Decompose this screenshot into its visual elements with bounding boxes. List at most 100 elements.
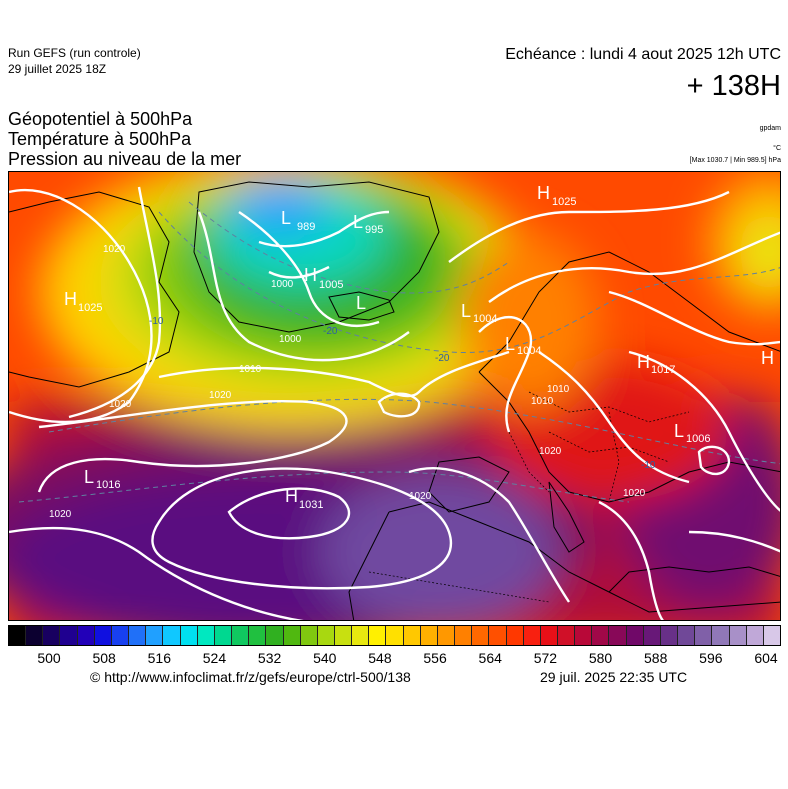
colorbar-cell <box>249 626 267 645</box>
lead-time: + 138H <box>686 70 781 102</box>
colorbar-cell <box>437 626 456 645</box>
svg-text:L: L <box>84 467 94 487</box>
colorbar-cell <box>352 626 370 645</box>
colorbar-cell <box>660 626 679 645</box>
colorbar-cell <box>746 626 764 645</box>
unit-temperature: °C <box>773 145 781 152</box>
colorbar-cell <box>214 626 233 645</box>
isobars <box>9 186 780 620</box>
svg-text:1004: 1004 <box>473 313 497 325</box>
colorbar-cell <box>77 626 95 645</box>
param-geopotential: Géopotentiel à 500hPa <box>8 109 193 129</box>
colorbar-tick-label: 508 <box>92 650 116 666</box>
colorbar-cell <box>283 626 301 645</box>
colorbar-cell <box>763 626 781 645</box>
svg-text:H: H <box>285 486 298 506</box>
svg-text:H: H <box>304 265 317 285</box>
colorbar-cell <box>232 626 250 645</box>
isobar-label-group: 1020 1020 1000 1000 1010 1020 1020 1020 … <box>49 244 646 520</box>
colorbar-tick-label: 564 <box>478 650 502 666</box>
isotherm-label: -20 <box>323 326 338 337</box>
isobar-label: 1010 <box>531 396 554 407</box>
colorbar-cell <box>523 626 541 645</box>
colorbar-cell <box>129 626 147 645</box>
weather-map-canvas: -20 -20 -10 -10 1020 1020 1000 1000 1010… <box>9 172 780 620</box>
weather-map: -20 -20 -10 -10 1020 1020 1000 1000 1010… <box>8 171 781 621</box>
colorbar-tick-label: 596 <box>699 650 723 666</box>
colorbar-cell <box>163 626 181 645</box>
colorbar-cell <box>695 626 713 645</box>
coastlines <box>9 181 780 620</box>
svg-text:1005: 1005 <box>319 279 343 291</box>
colorbar-cell <box>403 626 421 645</box>
isotherm-label: -10 <box>149 316 164 327</box>
colorbar-cell <box>60 626 78 645</box>
svg-text:1004: 1004 <box>517 345 541 357</box>
isobar-label: 1020 <box>209 390 232 401</box>
isotherm-label: -10 <box>641 460 656 471</box>
colorbar-cell <box>197 626 215 645</box>
colorbar-cell <box>94 626 112 645</box>
isotherms <box>18 201 780 503</box>
svg-text:1031: 1031 <box>299 499 323 511</box>
colorbar-cell <box>506 626 524 645</box>
colorbar-cell <box>369 626 387 645</box>
svg-text:L: L <box>461 301 471 321</box>
isotherm-label: -20 <box>435 353 450 364</box>
svg-text:H: H <box>537 183 550 203</box>
isobar-label: 1020 <box>109 399 132 410</box>
colorbar-cell <box>43 626 61 645</box>
colorbar-cell <box>300 626 318 645</box>
colorbar-cell <box>472 626 490 645</box>
colorbar-cell <box>678 626 696 645</box>
svg-text:L: L <box>356 293 366 313</box>
pressure-center: H 1025 <box>537 183 576 208</box>
colorbar-cell <box>455 626 473 645</box>
isobar-label: 1010 <box>547 384 570 395</box>
isobar-label: 1020 <box>539 446 562 457</box>
param-pressure: Pression au niveau de la mer <box>8 149 242 169</box>
isobar-label: 1000 <box>271 279 294 290</box>
isobar-label: 1010 <box>239 364 262 375</box>
colorbar-tick-label: 580 <box>588 650 613 666</box>
colorbar <box>8 625 781 646</box>
colorbar-tick-label: 556 <box>423 650 447 666</box>
pressure-center: L 995 <box>353 212 383 236</box>
pressure-center: L 1006 <box>674 421 710 445</box>
colorbar-tick-label: 572 <box>533 650 558 666</box>
colorbar-cell <box>26 626 44 645</box>
pressure-center: H <box>761 348 774 368</box>
colorbar-cell <box>180 626 198 645</box>
colorbar-cell <box>266 626 284 645</box>
generated-date: 29 juil. 2025 22:35 UTC <box>540 669 688 685</box>
isobar-label: 1020 <box>103 244 126 255</box>
pressure-center: H 1031 <box>285 486 323 511</box>
colorbar-tick-label: 516 <box>147 650 171 666</box>
colorbar-cell <box>712 626 730 645</box>
isobar-label: 1000 <box>279 334 302 345</box>
colorbar-tick-label: 524 <box>202 650 227 666</box>
colorbar-tick-label: 588 <box>644 650 668 666</box>
colorbar-cell <box>626 626 644 645</box>
svg-text:1025: 1025 <box>78 302 102 314</box>
pressure-center: H 1025 <box>64 289 102 314</box>
unit-geopotential: gpdam <box>759 125 781 132</box>
pressure-center: L 1004 <box>461 301 497 325</box>
colorbar-cell <box>111 626 130 645</box>
colorbar-cell <box>643 626 661 645</box>
colorbar-cell <box>592 626 610 645</box>
svg-text:H: H <box>637 352 650 372</box>
colorbar-tick-label: 500 <box>37 650 61 666</box>
svg-text:H: H <box>64 289 77 309</box>
copyright-link[interactable]: © http://www.infoclimat.fr/z/gefs/europe… <box>90 669 411 685</box>
svg-text:1016: 1016 <box>96 479 120 491</box>
colorbar-cell <box>317 626 335 645</box>
svg-text:L: L <box>353 212 363 232</box>
colorbar-tick-label: 604 <box>754 650 778 666</box>
colorbar-cell <box>9 626 27 645</box>
svg-text:H: H <box>761 348 774 368</box>
param-temperature: Température à 500hPa <box>8 129 192 149</box>
svg-text:989: 989 <box>297 221 315 233</box>
colorbar-tick-label: 532 <box>257 650 282 666</box>
isobar-label: 1020 <box>623 488 646 499</box>
